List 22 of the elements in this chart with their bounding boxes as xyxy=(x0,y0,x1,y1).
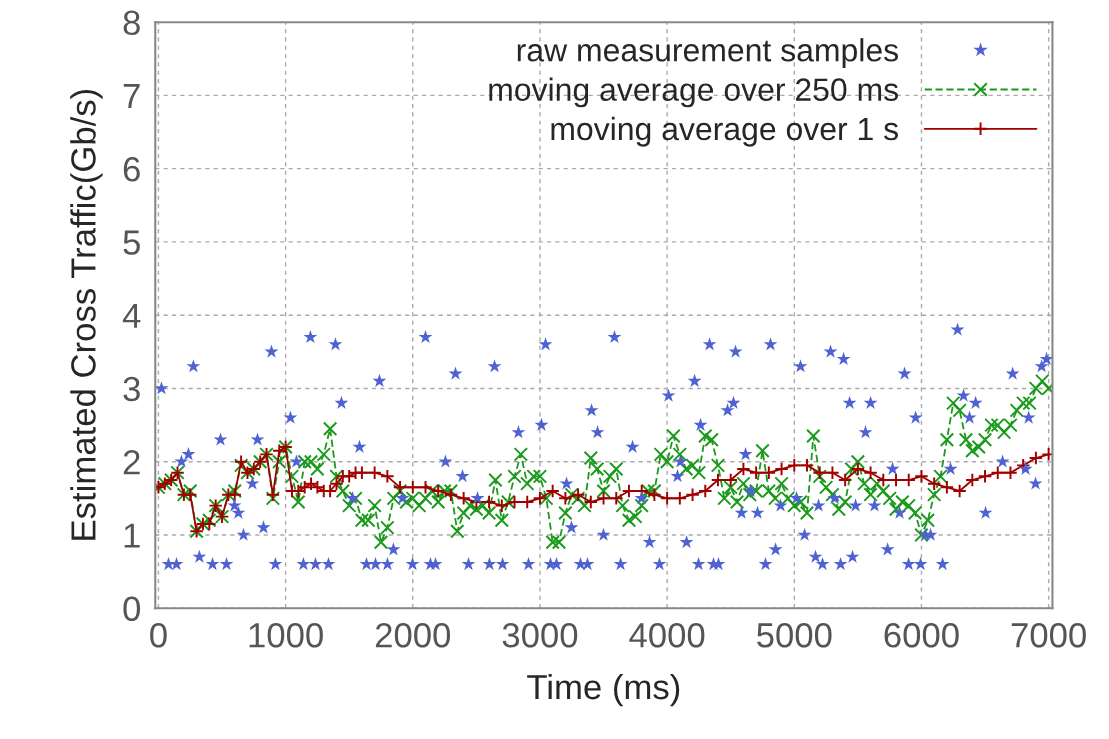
x-tick-label: 4000 xyxy=(629,623,705,648)
y-tick-label: 1 xyxy=(124,523,140,548)
y-tick-label: 8 xyxy=(123,10,140,36)
x-tick-label: 7000 xyxy=(1011,623,1086,648)
x-tick-label: 0 xyxy=(150,623,167,648)
x-tick-label: 1000 xyxy=(249,623,323,648)
legend-label: moving average over 1 s xyxy=(551,116,898,147)
y-tick-label: 3 xyxy=(123,376,140,402)
x-tick-label: 5000 xyxy=(757,623,832,648)
legend-label: moving average over 250 ms xyxy=(489,77,898,108)
y-tick-label: 5 xyxy=(123,230,140,255)
y-axis-title: Estimated Cross Traffic(Gb/s) xyxy=(70,89,103,540)
y-tick-label: 0 xyxy=(123,596,141,622)
x-tick-label: 6000 xyxy=(884,623,959,648)
legend-label: raw measurement samples xyxy=(517,38,898,68)
x-axis-title: Time (ms) xyxy=(527,673,680,707)
y-tick-label: 6 xyxy=(123,157,140,182)
y-tick-label: 2 xyxy=(123,450,140,475)
x-tick-label: 2000 xyxy=(375,623,451,648)
x-tick-label: 3000 xyxy=(502,623,578,648)
y-tick-label: 4 xyxy=(122,303,141,328)
y-tick-label: 7 xyxy=(123,84,140,108)
